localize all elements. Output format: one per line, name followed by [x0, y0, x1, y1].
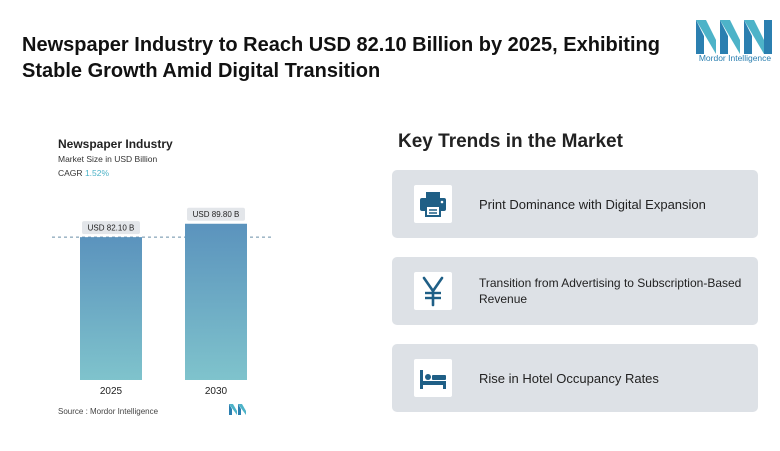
bar-2030 [185, 223, 247, 380]
chart-source: Source : Mordor Intelligence [58, 407, 159, 416]
yen-icon [414, 272, 452, 310]
trend-label: Transition from Advertising to Subscript… [479, 276, 742, 306]
data-label-background [187, 207, 245, 221]
chart-title: Newspaper Industry [58, 137, 173, 151]
trend-label: Rise in Hotel Occupancy Rates [479, 370, 659, 386]
cagr-text: CAGR [58, 168, 83, 178]
source-logo-icon [229, 404, 246, 415]
trend-card-subscription-revenue: Transition from Advertising to Subscript… [392, 257, 758, 325]
market-size-bar-chart: USD 82.10 B 2025 USD 89.80 B 2030 [52, 207, 272, 397]
x-tick-label: 2025 [100, 386, 123, 397]
cagr-value: 1.52% [84, 168, 110, 178]
trend-card-hotel-occupancy: Rise in Hotel Occupancy Rates [392, 344, 758, 412]
page-title: Newspaper Industry to Reach USD 82.10 Bi… [22, 34, 660, 82]
chart-subtitle: Market Size in USD Billion [58, 154, 158, 164]
logo-text: Mordor Intelligence [698, 53, 772, 63]
data-label: USD 82.10 B [88, 224, 135, 233]
mordor-intelligence-logo [696, 20, 772, 54]
trend-label: Print Dominance with Digital Expansion [479, 196, 706, 212]
x-tick-label: 2030 [205, 386, 228, 397]
cagr-label: CAGR 1.52% [58, 168, 109, 178]
data-label-background [82, 221, 140, 235]
printer-icon [414, 185, 452, 223]
bar-2025 [80, 237, 142, 380]
data-label: USD 89.80 B [193, 210, 240, 219]
trend-card-print-dominance: Print Dominance with Digital Expansion [392, 170, 758, 238]
hotel-bed-icon [414, 359, 452, 397]
key-trends-title: Key Trends in the Market [398, 131, 623, 152]
